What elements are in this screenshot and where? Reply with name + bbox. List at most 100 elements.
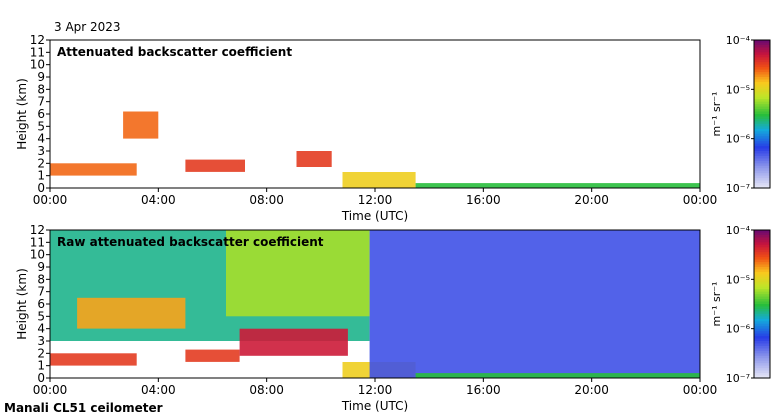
colorbar-segment (754, 170, 770, 174)
data-patch-6 (415, 183, 700, 188)
colorbar-segment (754, 143, 770, 147)
colorbar-segment (754, 49, 770, 53)
colorbar-segment (754, 178, 770, 182)
y-tick-label: 12 (30, 223, 45, 237)
y-tick-label: 6 (37, 107, 45, 121)
colorbar-segment (754, 146, 770, 150)
y-tick-label: 3 (37, 144, 45, 158)
colorbar-segment (754, 183, 770, 187)
colorbar-segment (754, 368, 770, 372)
colorbar-segment (754, 247, 770, 251)
colorbar-segment (754, 328, 770, 332)
colorbar-segment (754, 301, 770, 305)
colorbar-segment (754, 160, 770, 164)
colorbar-segment (754, 133, 770, 137)
colorbar-segment (754, 158, 770, 162)
colorbar-segment (754, 116, 770, 120)
colorbar-unit: m⁻¹ sr⁻¹ (710, 282, 723, 327)
colorbar-segment (754, 104, 770, 108)
colorbar-frame (753, 229, 771, 379)
colorbar-segment (754, 79, 770, 83)
colorbar-segment (754, 84, 770, 88)
colorbar-segment (754, 94, 770, 98)
y-tick-label: 0 (37, 181, 45, 195)
colorbar-segment (754, 239, 770, 243)
colorbar-segment (754, 173, 770, 177)
data-patch-2 (226, 230, 370, 317)
colorbar-segment (754, 230, 770, 234)
y-tick-label: 2 (37, 346, 45, 360)
colorbar-tick-label: 10⁻⁴ (726, 34, 751, 47)
colorbar-segment (754, 44, 770, 48)
data-patch-2 (123, 111, 159, 139)
colorbar-segment (754, 89, 770, 93)
colorbar-segment (754, 336, 770, 340)
colorbar-segment (754, 151, 770, 155)
x-tick-label: 04:00 (141, 193, 176, 207)
colorbar-segment (754, 267, 770, 271)
plot-area (50, 40, 700, 188)
colorbar-segment (754, 47, 770, 51)
colorbar-segment (754, 338, 770, 342)
colorbar-segment (754, 345, 770, 349)
x-tick-label: 16:00 (466, 383, 501, 397)
colorbar-segment (754, 81, 770, 85)
colorbar-segment (754, 40, 770, 44)
colorbar-segment (754, 370, 770, 374)
y-tick-label: 8 (37, 82, 45, 96)
colorbar-segment (754, 343, 770, 347)
colorbar-segment (754, 91, 770, 95)
colorbar-segment (754, 375, 770, 379)
colorbar-segment (754, 318, 770, 322)
x-tick-label: 20:00 (574, 383, 609, 397)
colorbar-segment (754, 42, 770, 46)
colorbar-segment (754, 175, 770, 179)
y-tick-label: 9 (37, 260, 45, 274)
colorbar-segment (754, 54, 770, 58)
colorbar-segment (754, 141, 770, 145)
colorbar-segment (754, 254, 770, 258)
colorbar-segment (754, 59, 770, 63)
y-tick-label: 5 (37, 309, 45, 323)
colorbar-segment (754, 101, 770, 105)
colorbar-segment (754, 109, 770, 113)
instrument-caption: Manali CL51 ceilometer (4, 401, 163, 415)
colorbar-segment (754, 284, 770, 288)
colorbar-segment (754, 355, 770, 359)
colorbar-segment (754, 111, 770, 115)
colorbar-segment (754, 252, 770, 256)
colorbar-segment (754, 106, 770, 110)
colorbar-tick-label: 10⁻⁷ (726, 372, 750, 385)
data-patch-1 (50, 163, 137, 176)
colorbar-segment (754, 279, 770, 283)
x-tick-label: 12:00 (358, 383, 393, 397)
data-patch-8 (369, 230, 700, 378)
colorbar-segment (754, 259, 770, 263)
panel-2: Raw attenuated backscatter coefficient01… (15, 223, 771, 413)
colorbar-tick-label: 10⁻⁷ (726, 182, 750, 195)
panel-title: Attenuated backscatter coefficient (57, 45, 292, 59)
colorbar-segment (754, 341, 770, 345)
colorbar-segment (754, 74, 770, 78)
colorbar-segment (754, 321, 770, 325)
colorbar-segment (754, 313, 770, 317)
colorbar-segment (754, 153, 770, 157)
data-patch-3 (50, 353, 137, 366)
colorbar-segment (754, 138, 770, 142)
colorbar-segment (754, 67, 770, 71)
x-tick-label: 00:00 (33, 383, 68, 397)
colorbar-segment (754, 373, 770, 377)
y-axis-label: Height (km) (15, 268, 29, 339)
colorbar-segment (754, 62, 770, 66)
panel-1: Attenuated backscatter coefficient012345… (15, 33, 771, 223)
colorbar-segment (754, 244, 770, 248)
colorbar-segment (754, 234, 770, 238)
colorbar-segment (754, 350, 770, 354)
colorbar-segment (754, 257, 770, 261)
colorbar-segment (754, 262, 770, 266)
y-tick-label: 11 (30, 235, 45, 249)
colorbar-tick-label: 10⁻⁵ (726, 273, 750, 286)
colorbar-segment (754, 276, 770, 280)
colorbar-segment (754, 271, 770, 275)
